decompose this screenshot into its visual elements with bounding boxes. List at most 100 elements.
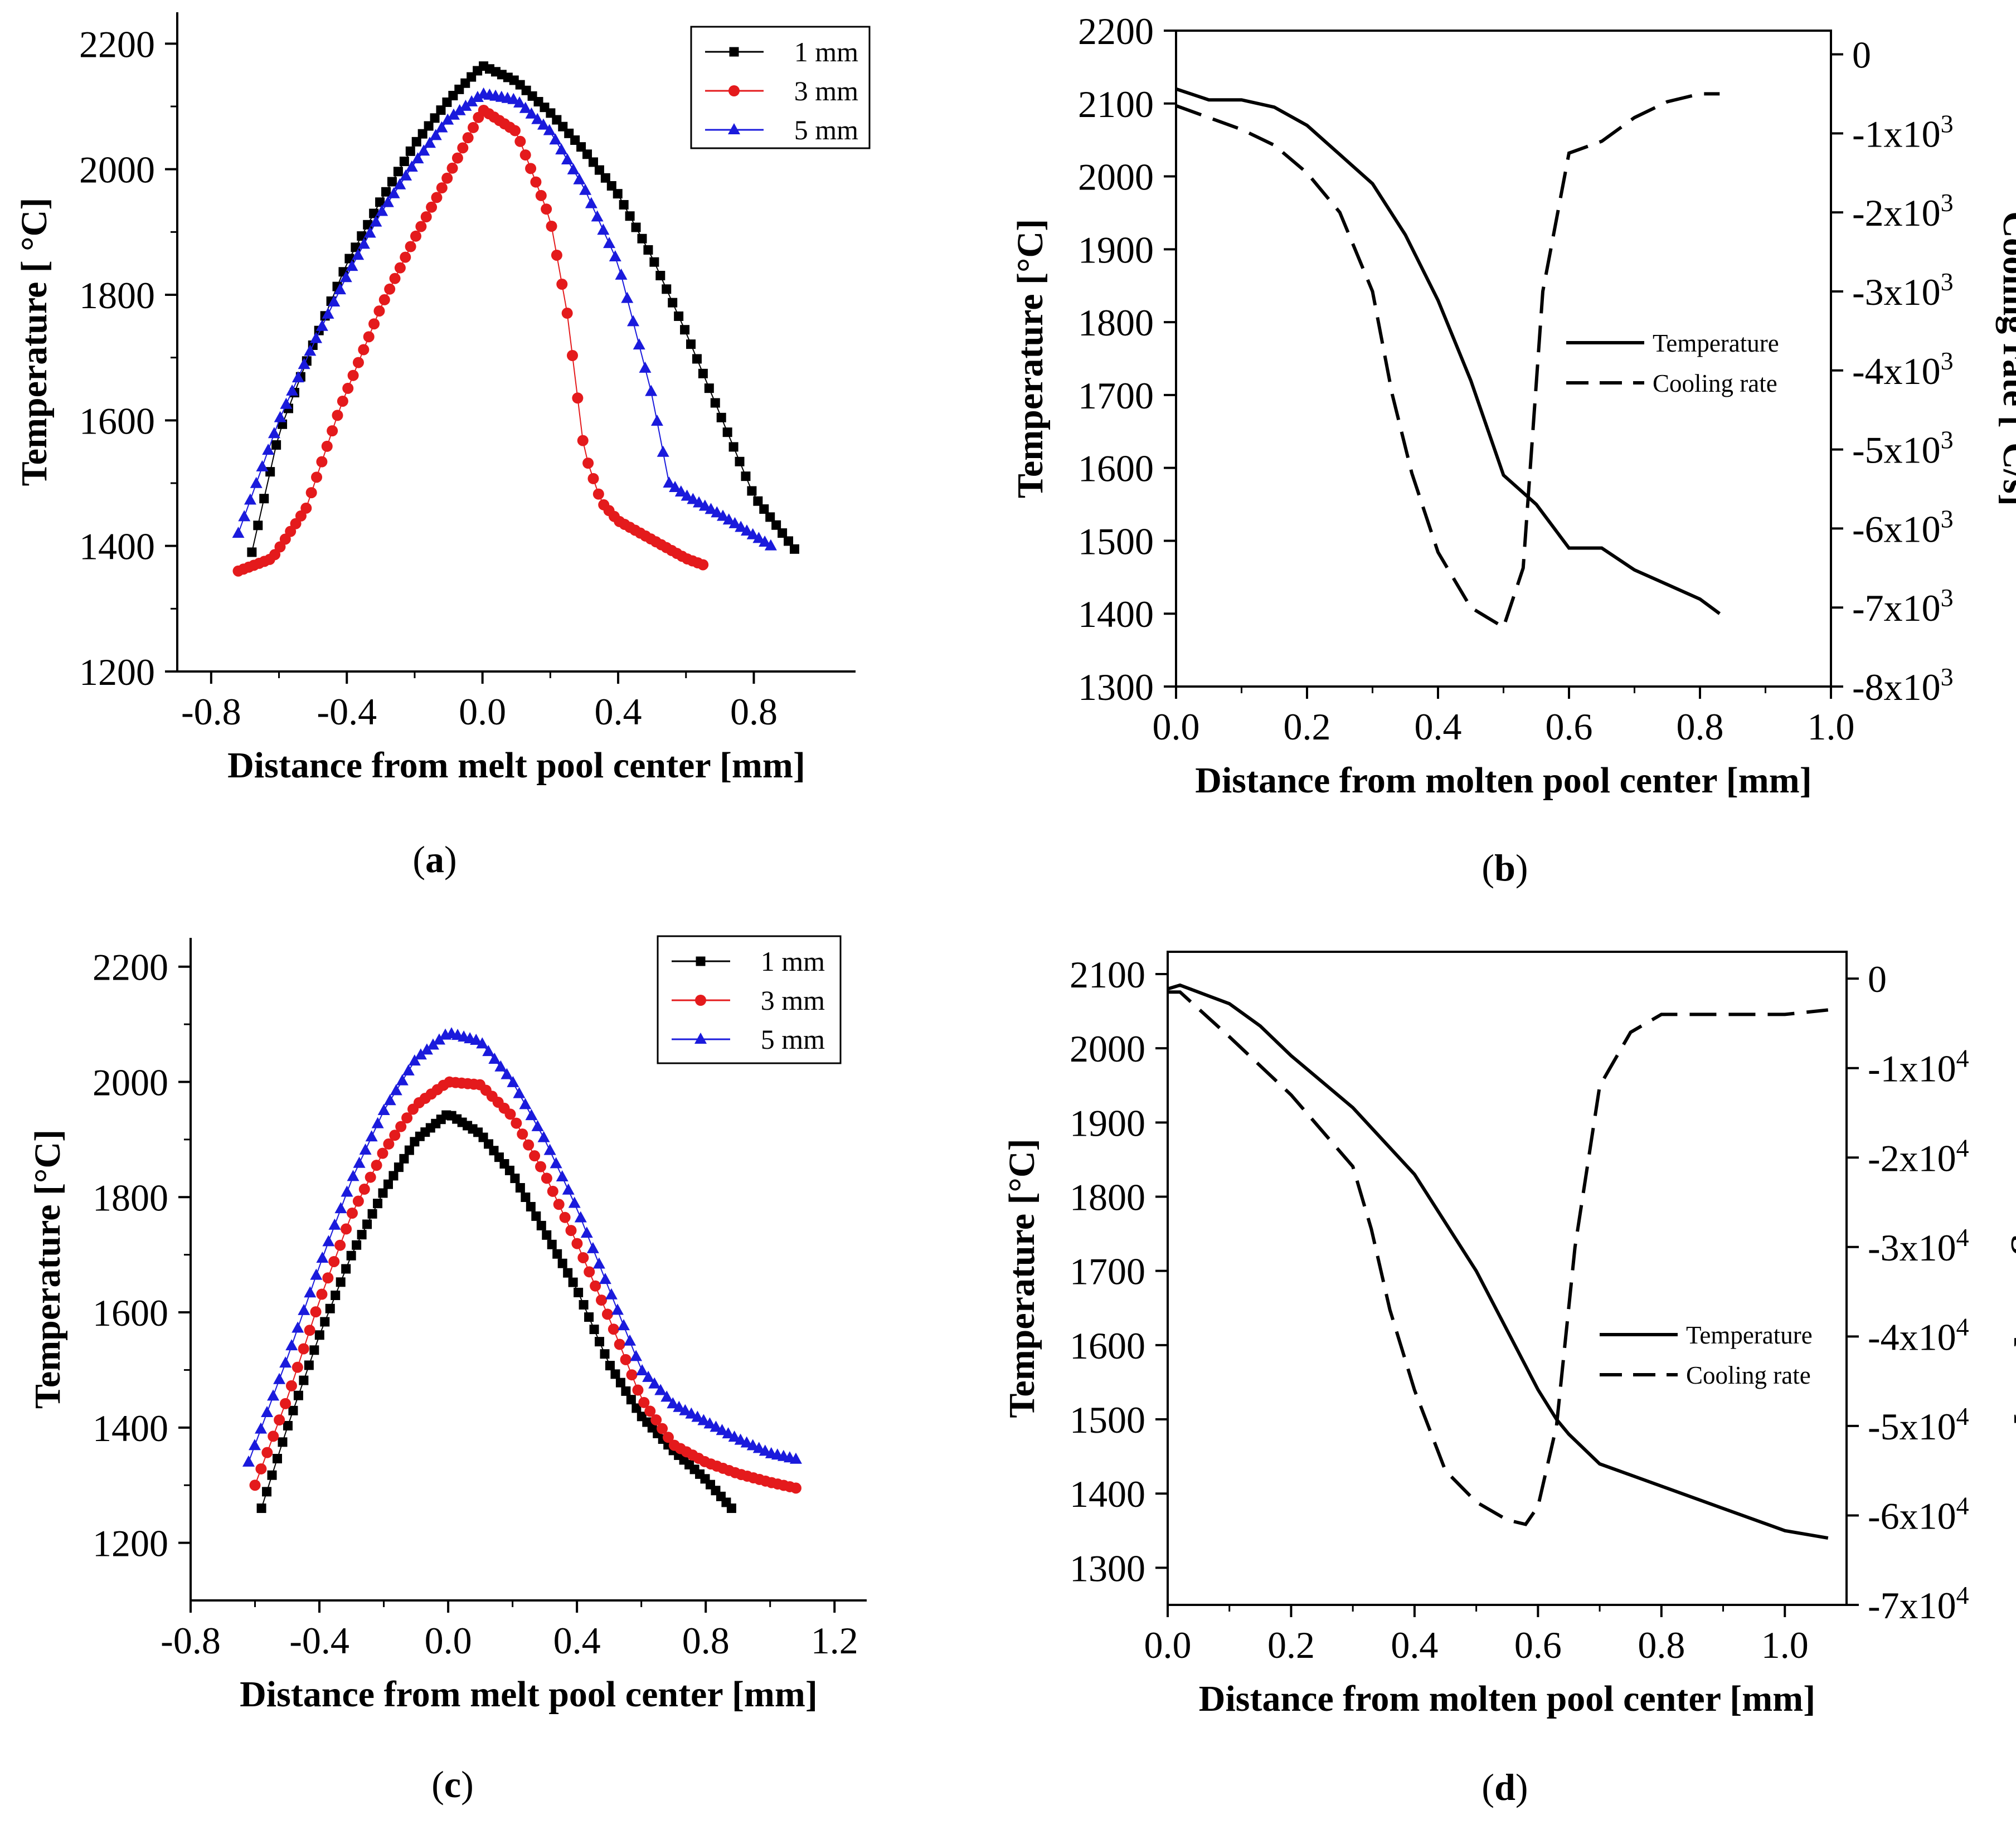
data-point [594,165,604,175]
data-point [283,1420,293,1430]
data-point [559,1211,571,1223]
data-point [541,203,552,215]
data-point [535,189,547,201]
data-point [605,1288,618,1300]
data-point [357,1230,367,1240]
data-point [476,1037,489,1049]
x-tick-label: 0.8 [682,1619,730,1662]
data-point [681,489,693,501]
data-point [547,1239,557,1249]
data-point [320,1317,330,1327]
data-point [507,1075,519,1087]
y2-tick-label: -5x103 [1852,426,1954,471]
y2-tick-label: -4x104 [1868,1312,1969,1358]
data-point [298,1343,309,1355]
data-point [394,178,406,189]
data-point [595,1337,605,1347]
data-point [746,528,759,539]
data-point [752,532,765,543]
y2-axis-title: Cooling rate [°C/s] [1995,211,2016,506]
data-point [396,1074,409,1086]
data-point [586,1242,599,1253]
data-point [617,1319,630,1331]
series-temperature [1167,983,1829,1540]
data-point [606,181,616,191]
data-point [367,1209,377,1219]
y2-tick-label: 0 [1852,34,1871,76]
data-point [621,291,634,303]
data-point [561,308,573,319]
data-point [504,1108,516,1120]
data-point [584,1266,595,1278]
data-point [346,1207,358,1219]
data-point [232,527,245,538]
data-point [722,427,732,437]
data-point [626,315,639,327]
data-point [680,325,690,335]
x-tick-label: -0.8 [161,1619,221,1662]
data-point [336,1277,346,1287]
data-point [411,137,421,147]
data-point [592,1257,605,1269]
data-point [555,143,568,155]
data-point [267,1389,280,1401]
data-point [384,283,396,295]
data-point [433,1033,445,1045]
data-point [541,1172,552,1184]
data-point [309,1345,319,1355]
x-axis-title: Distance from melt pool center [mm] [227,745,805,786]
data-point [399,157,409,167]
data-point [401,1112,413,1124]
data-point [352,1240,362,1250]
data-point [370,215,382,227]
data-point [735,456,745,466]
data-point [325,1303,335,1313]
data-point [465,95,478,106]
data-point [501,1068,513,1079]
legend-box [690,26,871,149]
data-point [601,1308,613,1320]
data-point [244,493,256,505]
legend-label: Cooling rate [1653,369,1777,397]
y-tick-label: 2200 [79,23,155,65]
y-axis-title: Temperature [°C] [1002,1138,1042,1418]
data-point [657,445,669,457]
data-point [362,1219,372,1229]
data-point [262,444,275,455]
data-point [305,487,317,499]
data-point [753,496,763,506]
y-tick-label: 1800 [79,274,155,317]
data-point [347,1170,360,1181]
data-point [381,196,394,207]
data-point [568,1196,581,1208]
data-point [321,440,333,452]
data-point [536,1220,546,1230]
data-point [352,249,365,260]
data-point [579,183,592,195]
data-point [741,471,751,481]
x-tick-label: 0.2 [1267,1624,1315,1666]
data-point [679,1404,692,1415]
data-point [613,189,623,199]
panel-label-b: (b) [1481,846,1528,889]
series-cooling-rate [1168,990,1829,1526]
data-point [426,1038,439,1050]
data-point [609,250,621,261]
y-tick-label: 1400 [1070,1473,1145,1515]
data-point [298,1303,310,1315]
y-tick-label: 1600 [1078,447,1154,490]
data-point [765,512,775,522]
data-point [728,1430,741,1442]
data-point [615,268,628,280]
data-point [654,1384,667,1395]
data-point [261,1405,274,1417]
data-point [668,298,678,308]
data-point [292,1361,303,1373]
data-point [274,411,286,422]
data-point [447,108,460,120]
y-tick-label: 2000 [79,149,155,191]
data-point [636,1364,649,1375]
x-tick-label: 0.4 [595,690,642,733]
y-tick-label: 1900 [1070,1102,1145,1144]
data-point [642,1370,655,1382]
